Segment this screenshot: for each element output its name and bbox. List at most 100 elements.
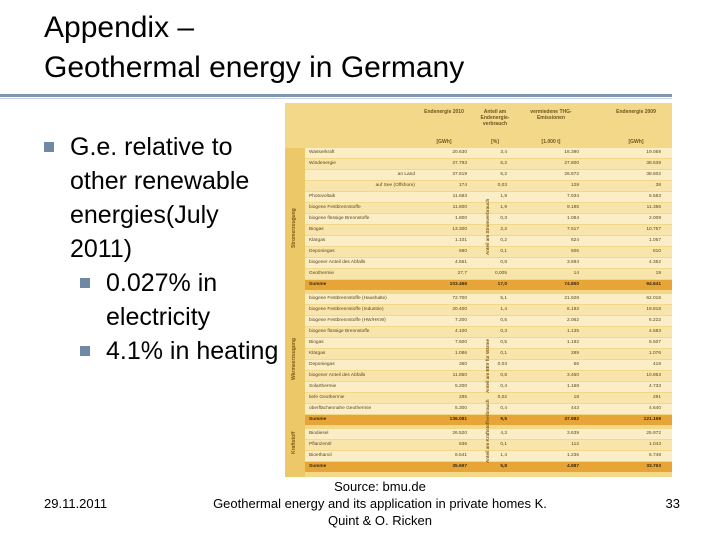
cell-endenergie-2009: 11.356 (646, 205, 661, 210)
cell-endenergie-2009: 6.583 (648, 194, 661, 199)
cell-endenergie-2010: 11.850 (452, 373, 467, 378)
cell-endenergie-2010: 8.541 (454, 453, 467, 458)
footer-page-number: 33 (665, 496, 680, 511)
cell-endenergie-2009: 1.057 (648, 238, 661, 243)
cell-endenergie-2009: 4.583 (648, 329, 661, 334)
cell-thg: 1.084 (566, 216, 579, 221)
bullet-sub-heating-text: 4.1% in heating (106, 337, 279, 365)
table-row: Klärgas 1.101 0,2 624 1.057 (305, 236, 672, 246)
cell-thg: 3.460 (566, 373, 579, 378)
cell-anteil: 0,1 (500, 442, 507, 447)
bullet-list: G.e. relative to other renewable energie… (44, 130, 284, 368)
unit-kt: [1.000 t] (541, 139, 561, 145)
cell-thg: 21.928 (564, 296, 579, 301)
footer-source: Source: bmu.de Geothermal energy and its… (190, 478, 570, 529)
cell-endenergie-2010: 7.600 (454, 340, 467, 345)
row-label: an Land (397, 172, 415, 177)
table-row: Summe 136.081 9,5 37.982 121.168 (305, 415, 672, 425)
row-label: auf See (Offshore) (375, 183, 415, 188)
cell-endenergie-2010: 35.697 (452, 464, 467, 469)
cell-endenergie-2009: 2.009 (648, 216, 661, 221)
cell-endenergie-2009: 38.602 (646, 172, 661, 177)
row-label: Biogas (309, 227, 324, 232)
cell-endenergie-2010: 13.300 (452, 227, 467, 232)
cell-thg: 1.236 (566, 453, 579, 458)
row-label: biogener Anteil des Abfalls (309, 373, 366, 378)
cell-anteil: 0,03 (497, 362, 507, 367)
table-row: auf See (Offshore) 174 0,03 128 38 (305, 181, 672, 191)
table-row: biogene flüssige Brennstoffe 1.800 0,3 1.08… (305, 214, 672, 224)
footer-date: 29.11.2011 (44, 496, 108, 511)
slide-title: Appendix – Geothermal energy in Germany (44, 8, 464, 88)
row-label: biogene Festbrennstoffe (309, 205, 361, 210)
cell-endenergie-2010: 37.793 (452, 161, 467, 166)
cell-anteil: 0,005 (494, 271, 507, 276)
table-row: Biogas 7.600 0,5 1.192 6.507 (305, 338, 672, 348)
cell-endenergie-2009: 19 (655, 271, 661, 276)
row-label: Bioethanol (309, 453, 332, 458)
cell-anteil: 0,3 (500, 216, 507, 221)
header-endenergie-2010: Endenergie 2010 (424, 109, 464, 115)
cell-endenergie-2010: 4.651 (454, 260, 467, 265)
table-row: biogene Festbrennstoffe (Industrie) 20.40… (305, 305, 672, 315)
row-label: tiefe Geothermie (309, 395, 345, 400)
row-label: Summe (309, 417, 327, 422)
cell-anteil: 9,5 (500, 417, 507, 422)
cell-thg: 624 (570, 238, 579, 243)
section-label-strom: Stromerzeugung (291, 208, 297, 248)
cell-endenergie-2010: 20.630 (452, 150, 467, 155)
cell-anteil: 1,4 (500, 307, 507, 312)
cell-thg: 4.987 (566, 464, 579, 469)
table-row: Geothermie 27,7 0,005 14 19 (305, 269, 672, 279)
cell-endenergie-2010: 1.800 (454, 216, 467, 221)
table-row: Photovoltaik 11.683 1,9 7.934 6.583 (305, 192, 672, 202)
footer-source-line-2: Geothermal energy and its application in… (213, 496, 547, 511)
table-row: tiefe Geothermie 285 0,02 18 291 (305, 393, 672, 403)
cell-anteil: 1,9 (500, 194, 507, 199)
cell-thg: 37.982 (564, 417, 579, 422)
cell-endenergie-2009: 38.639 (646, 161, 661, 166)
cell-endenergie-2009: 62.016 (646, 296, 661, 301)
cell-anteil: 0,2 (500, 238, 507, 243)
share-label-kraft: Anteil am Kraftstoffverbrauch (485, 399, 490, 463)
row-label: Photovoltaik (309, 194, 336, 199)
cell-anteil: 0,1 (500, 351, 507, 356)
table-row: Bioethanol 8.541 1,4 1.236 6.748 (305, 451, 672, 461)
cell-thg: 443 (570, 406, 579, 411)
cell-thg: 26.672 (564, 172, 579, 177)
cell-endenergie-2010: 20.400 (452, 307, 467, 312)
cell-anteil: 1,9 (500, 205, 507, 210)
table-row: biogener Anteil des Abfalls 4.651 0,8 3.594… (305, 258, 672, 268)
cell-anteil: 0,4 (500, 384, 507, 389)
cell-thg: 289 (570, 351, 579, 356)
cell-anteil: 0,1 (500, 249, 507, 254)
cell-anteil: 0,5 (500, 340, 507, 345)
cell-endenergie-2010: 360 (458, 362, 467, 367)
table-row: biogener Anteil des Abfalls 11.850 0,8 3.46… (305, 371, 672, 381)
header-anteil: Anteil am Endenergie-verbrauch (480, 109, 510, 127)
cell-endenergie-2009: 1.043 (648, 442, 661, 447)
cell-endenergie-2009: 19.818 (646, 307, 661, 312)
cell-anteil: 0,8 (500, 260, 507, 265)
cell-thg: 18 (573, 395, 579, 400)
cell-endenergie-2010: 1.101 (454, 238, 467, 243)
table-row: Biodiesel 26.520 4,3 3.639 25.972 (305, 429, 672, 439)
title-divider (0, 94, 672, 97)
cell-thg: 9.185 (566, 205, 579, 210)
table-row: oberflächennahe Geothermie 5.300 0,4 443 4.6… (305, 404, 672, 414)
section-label-kraft: Kraftstoff (291, 431, 297, 455)
row-label: biogene Festbrennstoffe (Haushalte) (309, 296, 387, 301)
cell-endenergie-2009: 810 (652, 249, 661, 254)
cell-thg: 27.800 (564, 161, 579, 166)
row-label: oberflächennahe Geothermie (309, 406, 372, 411)
cell-endenergie-2009: 38 (655, 183, 661, 188)
bullet-sub-electricity: 0.027% in electricity (44, 266, 284, 334)
table-row: an Land 37.619 6,2 26.672 38.602 (305, 170, 672, 180)
cell-endenergie-2009: 10.863 (646, 373, 661, 378)
cell-endenergie-2010: 285 (458, 395, 467, 400)
table-row: biogene Festbrennstoffe (HW/HKW) 7.200 0,5… (305, 316, 672, 326)
cell-endenergie-2009: 419 (652, 362, 661, 367)
cell-endenergie-2009: 6.507 (648, 340, 661, 345)
table-row: biogene Festbrennstoffe (Haushalte) 72.70… (305, 294, 672, 304)
cell-anteil: 3,4 (500, 150, 507, 155)
